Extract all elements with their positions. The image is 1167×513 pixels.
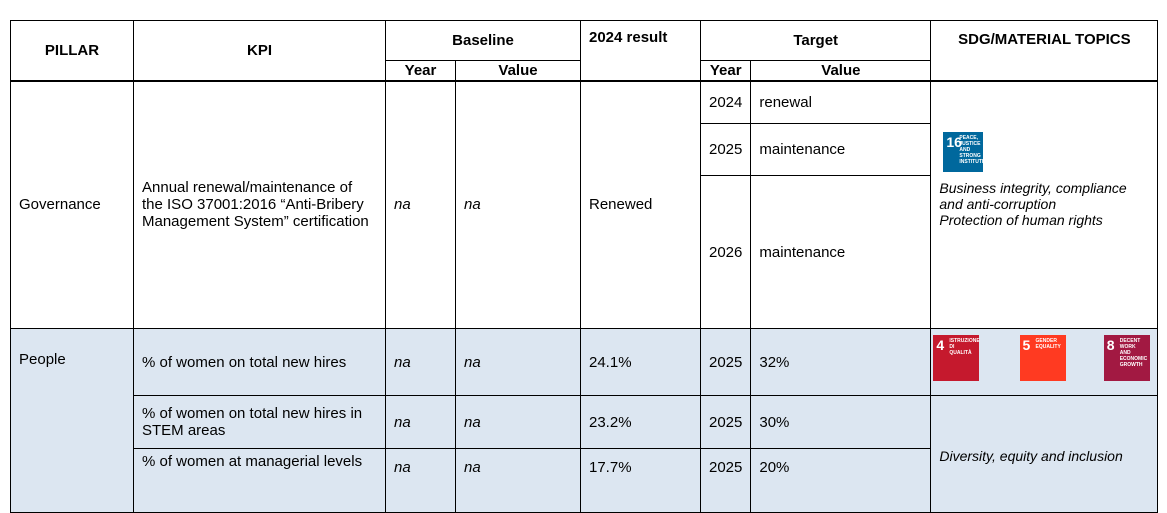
result-cell: 24.1% bbox=[580, 328, 701, 396]
target-value-cell: renewal bbox=[750, 80, 932, 124]
sdg-icon: 16 PEACE, JUSTICE AND STRONG INSTITUTIONS bbox=[943, 131, 995, 172]
pillar-cell: Governance bbox=[10, 80, 134, 329]
header-cell: Year bbox=[385, 60, 456, 82]
target-value-cell: maintenance bbox=[750, 175, 932, 329]
header-cell: Target bbox=[699, 20, 932, 61]
kpi-cell: % of women on total new hires in STEM ar… bbox=[133, 395, 386, 449]
sdg-label: PEACE, JUSTICE AND STRONG INSTITUTIONS bbox=[959, 134, 995, 165]
target-year-cell: 2026 bbox=[699, 175, 752, 329]
target-year-cell: 2025 bbox=[699, 328, 752, 396]
sdg-label: ISTRUZIONE DI QUALITÀ bbox=[949, 338, 980, 356]
target-year-cell: 2025 bbox=[699, 395, 752, 449]
header-cell: Value bbox=[455, 60, 581, 82]
baseline-value-cell: na bbox=[455, 80, 581, 329]
result-cell: 17.7% bbox=[580, 448, 701, 513]
target-value-cell: 32% bbox=[750, 328, 932, 396]
baseline-year-cell: na bbox=[385, 328, 456, 396]
header-cell: PILLAR bbox=[10, 20, 134, 82]
header-cell: KPI bbox=[133, 20, 386, 82]
target-year-cell: 2024 bbox=[699, 80, 752, 124]
baseline-year-cell: na bbox=[385, 448, 456, 513]
sdg-cell: 16 PEACE, JUSTICE AND STRONG INSTITUTIONS… bbox=[930, 80, 1159, 329]
kpi-table: PILLAR KPI Baseline 2024 result Target S… bbox=[10, 20, 1159, 513]
kpi-cell: Annual renewal/maintenance of the ISO 37… bbox=[133, 80, 386, 329]
sdg-number: 5 bbox=[1022, 337, 1031, 353]
baseline-value-cell: na bbox=[455, 328, 581, 396]
baseline-year-cell: na bbox=[385, 395, 456, 449]
header-cell: Value bbox=[750, 60, 932, 82]
target-value-cell: maintenance bbox=[750, 123, 932, 176]
topic: Protection of human rights bbox=[939, 211, 1103, 228]
sdg-number: 4 bbox=[936, 337, 945, 353]
target-year-cell: 2025 bbox=[699, 448, 752, 513]
sdg-icon: 4 ISTRUZIONE DI QUALITÀ bbox=[933, 335, 980, 381]
baseline-value-cell: na bbox=[455, 395, 581, 449]
result-cell: 23.2% bbox=[580, 395, 701, 449]
header-cell: Year bbox=[699, 60, 752, 82]
baseline-year-cell: na bbox=[385, 80, 456, 329]
header-cell: Baseline bbox=[385, 20, 581, 61]
header-cell: 2024 result bbox=[580, 20, 701, 82]
header-cell: SDG/MATERIAL TOPICS bbox=[930, 20, 1159, 82]
sdg-number: 8 bbox=[1106, 337, 1115, 353]
sdg-cell: 4 ISTRUZIONE DI QUALITÀ 5 GENDER EQUALITY … bbox=[930, 328, 1159, 396]
sdg-label: GENDER EQUALITY bbox=[1035, 338, 1061, 350]
sdg-label: DECENT WORK AND ECONOMIC GROWTH bbox=[1119, 338, 1148, 368]
pillar-cell: People bbox=[10, 328, 134, 513]
target-value-cell: 20% bbox=[750, 448, 932, 513]
sdg-icon: 8 DECENT WORK AND ECONOMIC GROWTH bbox=[1103, 335, 1150, 381]
result-cell: Renewed bbox=[580, 80, 701, 329]
sdg-number: 16 bbox=[946, 133, 962, 150]
sdg-icon: 5 GENDER EQUALITY bbox=[1019, 335, 1066, 381]
baseline-value-cell: na bbox=[455, 448, 581, 513]
target-year-cell: 2025 bbox=[699, 123, 752, 176]
sdg-topic-cell: Diversity, equity and inclusion bbox=[930, 395, 1159, 513]
kpi-cell: % of women on total new hires bbox=[133, 328, 386, 396]
topic: Business integrity, compliance and anti-… bbox=[939, 179, 1127, 212]
kpi-cell: % of women at managerial levels bbox=[133, 448, 386, 513]
target-value-cell: 30% bbox=[750, 395, 932, 449]
